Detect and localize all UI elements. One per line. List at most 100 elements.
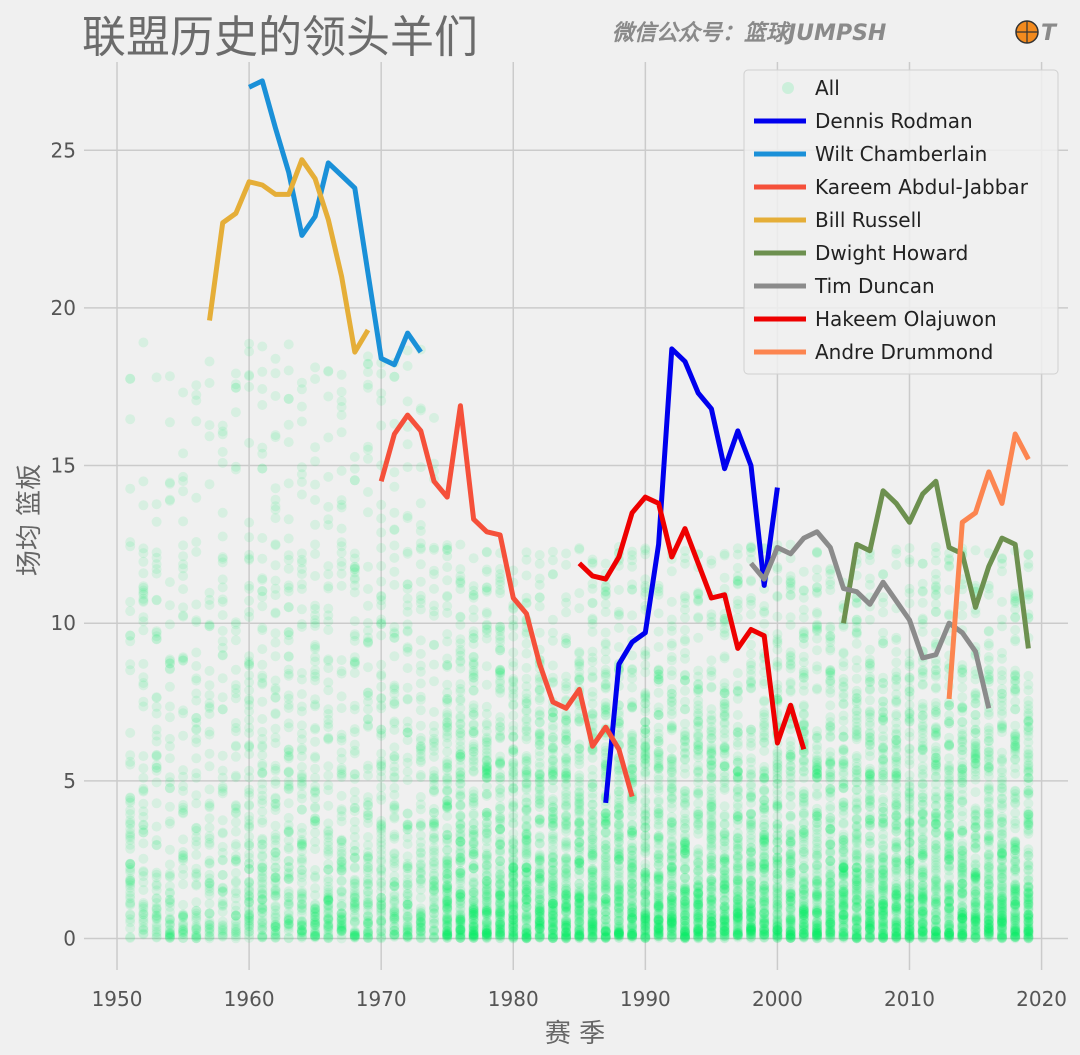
scatter-point	[429, 766, 439, 777]
scatter-point	[217, 783, 228, 794]
scatter-point	[310, 642, 321, 652]
scatter-point	[283, 898, 294, 909]
scatter-point	[217, 916, 228, 927]
scatter-point	[257, 904, 268, 915]
scatter-point	[270, 765, 281, 776]
scatter-point	[534, 919, 545, 930]
scatter-point	[402, 361, 413, 371]
scatter-point	[138, 915, 149, 926]
scatter-point	[151, 765, 162, 776]
scatter-point	[561, 771, 572, 782]
scatter-point	[125, 537, 136, 548]
scatter-point	[363, 687, 373, 698]
scatter-point	[125, 795, 136, 806]
scatter-point	[270, 501, 281, 512]
scatter-point	[230, 688, 241, 699]
scatter-point	[389, 633, 400, 643]
scatter-point	[164, 894, 175, 905]
scatter-point	[296, 604, 307, 615]
scatter-point	[125, 867, 136, 878]
scatter-point	[178, 853, 189, 864]
scatter-point	[125, 859, 136, 869]
scatter-point	[547, 569, 558, 580]
scatter-point	[191, 849, 202, 860]
scatter-point	[323, 884, 334, 895]
scatter-point	[257, 778, 268, 789]
scatter-point	[296, 621, 307, 632]
scatter-point	[389, 891, 400, 902]
scatter-point	[402, 824, 413, 835]
scatter-point	[481, 547, 492, 558]
scatter-point	[296, 931, 307, 942]
scatter-point	[508, 889, 519, 899]
scatter-point	[270, 792, 281, 803]
scatter-point	[429, 733, 439, 744]
scatter-point	[336, 772, 347, 782]
scatter-point	[138, 928, 149, 939]
scatter-point	[217, 642, 228, 653]
scatter-point	[495, 845, 506, 856]
scatter-point	[244, 742, 255, 753]
scatter-point	[283, 365, 294, 376]
scatter-point	[349, 463, 360, 474]
scatter-point	[296, 891, 307, 902]
scatter-point	[257, 585, 268, 596]
scatter-point	[191, 923, 202, 934]
scatter-point	[244, 800, 255, 811]
scatter-point	[138, 701, 149, 712]
scatter-point	[125, 897, 136, 908]
scatter-point	[323, 933, 334, 943]
scatter-point	[336, 502, 347, 513]
scatter-point	[415, 648, 426, 659]
scatter-point	[138, 922, 149, 933]
scatter-point	[125, 909, 136, 920]
scatter-point	[640, 803, 651, 814]
scatter-point	[574, 543, 585, 554]
scatter-point	[164, 494, 175, 505]
scatter-point	[296, 384, 307, 395]
scatter-point	[151, 568, 162, 579]
scatter-point	[442, 837, 453, 848]
scatter-point	[257, 740, 268, 751]
scatter-point	[151, 552, 162, 563]
scatter-point	[191, 823, 202, 834]
scatter-point	[415, 741, 426, 752]
scatter-point	[415, 462, 426, 473]
scatter-point	[283, 394, 294, 404]
scatter-point	[151, 904, 162, 915]
scatter-point	[323, 895, 334, 906]
scatter-point	[178, 516, 189, 527]
scatter-point	[323, 603, 334, 614]
scatter-point	[336, 856, 347, 867]
scatter-point	[349, 724, 360, 735]
scatter-point	[244, 838, 255, 849]
scatter-point	[336, 924, 347, 934]
scatter-point	[363, 858, 373, 869]
scatter-point	[257, 895, 268, 906]
scatter-point	[296, 931, 307, 942]
scatter-point	[296, 893, 307, 904]
scatter-point	[442, 607, 453, 618]
scatter-point	[178, 847, 189, 857]
scatter-point	[283, 767, 294, 778]
scatter-point	[178, 652, 189, 663]
scatter-point	[640, 815, 651, 826]
scatter-point	[349, 902, 360, 913]
scatter-point	[270, 832, 281, 843]
scatter-point	[680, 808, 690, 819]
scatter-point	[125, 878, 136, 889]
scatter-point	[547, 875, 558, 886]
scatter-point	[561, 548, 572, 559]
scatter-point	[442, 909, 453, 920]
scatter-point	[296, 584, 307, 594]
scatter-point	[693, 710, 704, 721]
scatter-point	[587, 792, 598, 803]
scatter-point	[244, 700, 255, 711]
scatter-point	[257, 879, 268, 890]
scatter-point	[178, 912, 189, 923]
scatter-point	[310, 926, 321, 937]
scatter-point	[336, 901, 347, 912]
scatter-point	[415, 498, 426, 509]
scatter-point	[244, 714, 255, 725]
scatter-point	[574, 755, 585, 766]
